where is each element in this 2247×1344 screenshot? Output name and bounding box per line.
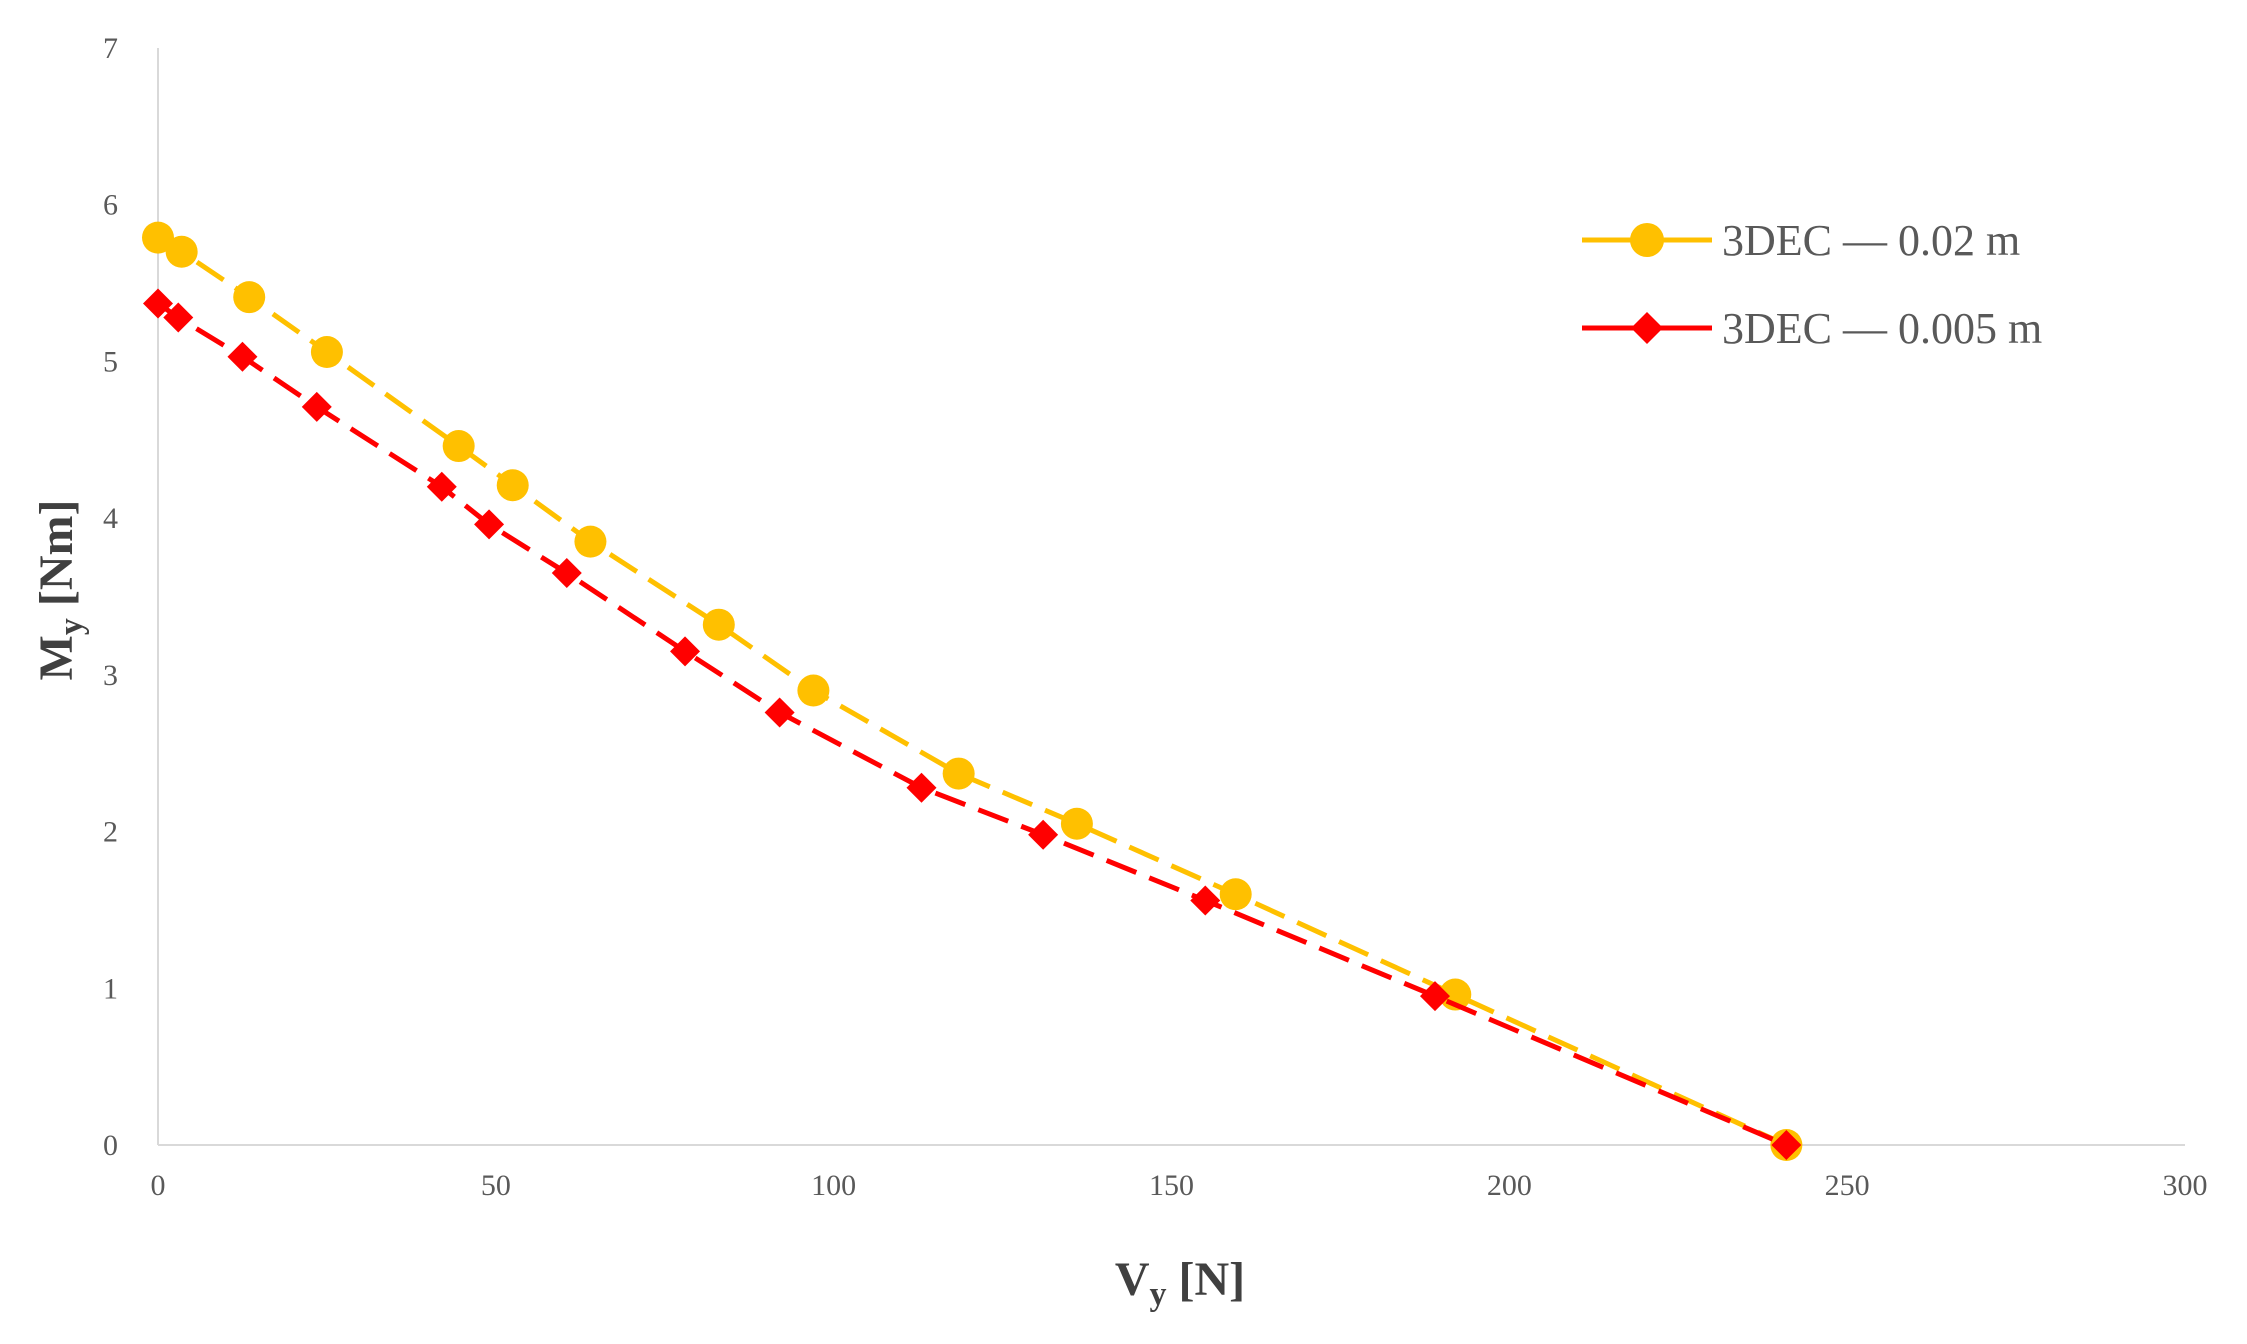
x-axis-title-unit: [N] <box>1167 1253 1246 1306</box>
data-point <box>227 341 258 372</box>
y-tick-label: 2 <box>103 816 118 849</box>
series-1 <box>142 221 1803 1161</box>
data-point <box>702 608 735 641</box>
x-tick-label: 150 <box>1149 1169 1194 1202</box>
data-point <box>1771 1130 1802 1160</box>
x-tick-label: 50 <box>481 1169 511 1202</box>
series-layer <box>142 221 1803 1161</box>
legend-entry: 3DEC — 0.005 m <box>1582 304 2042 353</box>
legend-entry: 3DEC — 0.02 m <box>1582 216 2020 265</box>
y-tick-label: 7 <box>103 32 118 65</box>
data-point <box>1060 807 1093 840</box>
y-axis-title: My [Nm] <box>30 500 90 681</box>
data-point <box>474 509 505 540</box>
y-tick-label: 5 <box>103 345 118 378</box>
legend: 3DEC — 0.02 m 3DEC — 0.005 m <box>1582 216 2042 353</box>
x-tick-label: 300 <box>2163 1169 2208 1202</box>
data-point <box>1420 981 1451 1012</box>
data-point <box>797 674 830 707</box>
x-axis-title-sub: y <box>1150 1276 1167 1313</box>
data-point <box>1028 819 1059 850</box>
y-tick-label: 1 <box>103 972 118 1005</box>
data-point <box>942 757 975 790</box>
series-line <box>156 301 1788 1148</box>
x-tick-label: 200 <box>1487 1169 1532 1202</box>
legend-label: 3DEC — 0.02 m <box>1722 216 2020 265</box>
data-point <box>906 772 937 803</box>
data-point <box>1219 878 1252 911</box>
series-line <box>156 235 1788 1148</box>
data-point <box>233 281 266 314</box>
data-point <box>301 391 332 422</box>
y-axis-title-main: M <box>30 635 83 680</box>
data-point <box>310 336 343 369</box>
series-2 <box>143 288 1802 1160</box>
x-tick-label: 250 <box>1825 1169 1870 1202</box>
data-point <box>1631 312 1663 344</box>
data-point <box>1190 885 1221 916</box>
data-point <box>165 235 198 268</box>
data-point <box>426 471 457 502</box>
tick-labels: 0 50 100 150 200 250 300 0 1 2 3 4 5 6 7 <box>103 32 2208 1202</box>
data-point <box>574 525 607 558</box>
data-point <box>496 469 529 502</box>
data-point <box>764 697 795 728</box>
data-point <box>142 221 174 254</box>
y-axis-title-unit: [Nm] <box>30 500 83 619</box>
data-point <box>551 557 582 588</box>
data-point <box>670 636 701 667</box>
axes <box>157 48 2185 1146</box>
data-point <box>143 288 173 319</box>
data-point <box>1630 223 1664 257</box>
legend-label: 3DEC — 0.005 m <box>1722 304 2042 353</box>
y-tick-label: 0 <box>103 1129 118 1162</box>
x-axis-title: Vy [N] <box>1115 1253 1245 1313</box>
data-point <box>442 430 475 463</box>
y-axis-title-sub: y <box>53 618 90 635</box>
y-tick-label: 6 <box>103 189 118 222</box>
y-tick-label: 4 <box>103 502 118 535</box>
x-axis-title-main: V <box>1115 1253 1150 1306</box>
x-tick-label: 0 <box>151 1169 166 1202</box>
data-point <box>163 302 194 333</box>
y-tick-label: 3 <box>103 659 118 692</box>
x-tick-label: 100 <box>811 1169 856 1202</box>
